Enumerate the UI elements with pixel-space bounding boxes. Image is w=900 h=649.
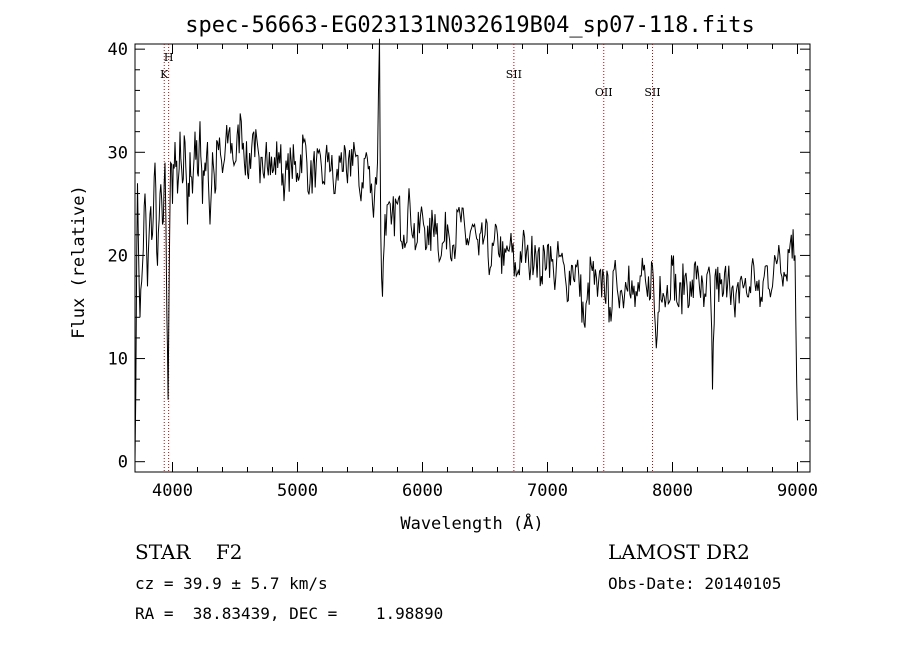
spectral-line-label: SII (506, 68, 522, 81)
y-tick-label: 40 (108, 40, 128, 60)
spectral-line-label: OII (595, 86, 613, 99)
x-axis-label: Wavelength (Å) (400, 512, 543, 534)
obs-date-text: Obs-Date: 20140105 (608, 574, 781, 593)
x-tick-label: 5000 (277, 481, 318, 501)
survey-name: LAMOST DR2 (608, 540, 750, 564)
axis-ticks: 4000 5000 6000 7000 8000 9000 0 10 20 30 40 (108, 40, 818, 501)
object-class: STAR F2 (135, 540, 242, 564)
x-tick-label: 9000 (777, 481, 818, 501)
spectral-line-label: H (164, 51, 174, 64)
y-axis-label: Flux (relative) (69, 185, 89, 339)
chart-title: spec-56663-EG023131N032619B04_sp07-118.f… (185, 13, 755, 38)
spectrum-series (134, 38, 798, 462)
x-tick-label: 6000 (402, 481, 443, 501)
y-tick-label: 0 (118, 453, 128, 473)
coordinates-text: RA = 38.83439, DEC = 1.98890 (135, 604, 443, 623)
spectral-line-markers: HK SII OII SII (160, 44, 661, 472)
x-tick-label: 8000 (652, 481, 693, 501)
x-tick-label: 7000 (527, 481, 568, 501)
x-tick-label: 4000 (152, 481, 193, 501)
y-tick-label: 20 (108, 246, 128, 266)
spectral-line-label: K (160, 68, 169, 81)
y-tick-label: 30 (108, 143, 128, 163)
y-tick-label: 10 (108, 350, 128, 370)
plot-frame (134, 43, 811, 473)
redshift-text: cz = 39.9 ± 5.7 km/s (135, 574, 328, 593)
spectral-line-label: SII (644, 86, 660, 99)
